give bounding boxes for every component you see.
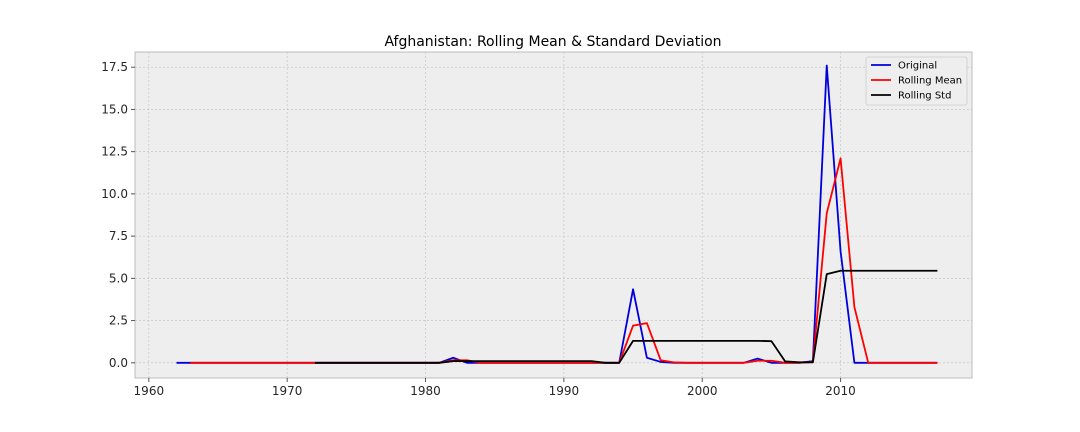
legend-box (865, 56, 968, 106)
y-tick-label: 0.0 (109, 356, 128, 370)
y-tick-label: 17.5 (101, 60, 128, 74)
y-tick-label: 7.5 (109, 229, 128, 243)
axis-frame (134, 51, 973, 379)
y-tick-label: 15.0 (101, 102, 128, 116)
y-tick-label: 2.5 (109, 314, 128, 328)
x-tick-label: 1970 (272, 384, 303, 398)
chart-title: Afghanistan: Rolling Mean & Standard Dev… (384, 34, 721, 50)
y-tick-label: 5.0 (109, 271, 128, 285)
plot-area (135, 52, 972, 378)
x-tick-label: 1990 (549, 384, 580, 398)
x-axis-ticks: 1960 1970 1980 1990 2000 2010 (134, 378, 856, 398)
legend: Original Rolling Mean Rolling Std (865, 56, 968, 106)
series-line-rolling-std (314, 269, 938, 364)
legend-label-rolling-mean: Rolling Mean (898, 76, 962, 87)
x-tick-label: 1960 (134, 384, 165, 398)
x-tick-label: 2010 (825, 384, 856, 398)
y-tick-label: 12.5 (101, 145, 128, 159)
legend-label-original: Original (898, 61, 937, 72)
legend-label-rolling-std: Rolling Std (898, 91, 951, 102)
series-layer (176, 64, 938, 364)
y-tick-label: 10.0 (101, 187, 128, 201)
x-tick-label: 2000 (687, 384, 718, 398)
x-tick-label: 1980 (410, 384, 441, 398)
y-axis-ticks: 0.0 2.5 5.0 7.5 10.0 12.5 15.0 17.5 (101, 60, 135, 370)
